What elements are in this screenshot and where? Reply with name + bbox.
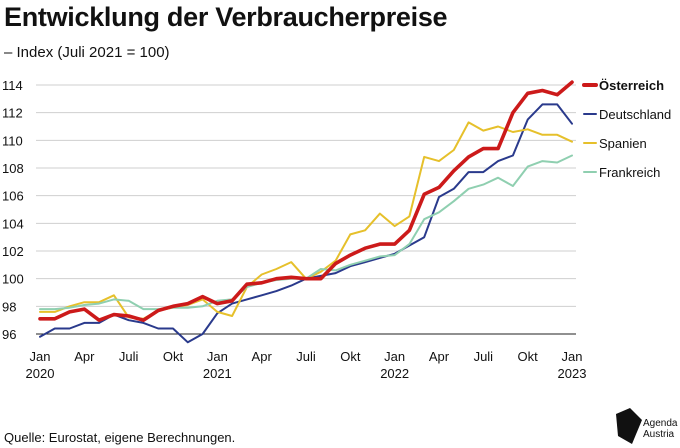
y-axis: 96 98 100 102 104 106 108 110 112 114 bbox=[2, 78, 24, 342]
x-tick-label: Apr bbox=[252, 349, 273, 364]
x-tick-label: Juli bbox=[474, 349, 494, 364]
grid-lines bbox=[36, 84, 576, 335]
x-year-label: 2020 bbox=[26, 366, 55, 381]
logo-line-2: Austria bbox=[643, 429, 675, 440]
series-line bbox=[39, 154, 573, 311]
x-tick-label: Juli bbox=[296, 349, 316, 364]
legend-label: Österreich bbox=[599, 78, 664, 93]
x-tick-label: Okt bbox=[518, 349, 539, 364]
y-tick-label: 102 bbox=[2, 244, 24, 259]
x-tick-label: Jan bbox=[384, 349, 405, 364]
x-tick-label: Juli bbox=[119, 349, 139, 364]
x-tick-label: Okt bbox=[163, 349, 184, 364]
series-line bbox=[38, 80, 574, 323]
legend-label: Spanien bbox=[599, 136, 647, 151]
chart-subtitle: – Index (Juli 2021 = 100) bbox=[4, 44, 170, 61]
x-year-label: 2021 bbox=[203, 366, 232, 381]
legend: Österreich Deutschland Spanien Frankreich bbox=[582, 78, 671, 180]
y-tick-label: 98 bbox=[2, 299, 16, 314]
logo-line-1: Agenda bbox=[643, 418, 678, 429]
x-year-label: 2022 bbox=[380, 366, 409, 381]
x-tick-label: Jan bbox=[30, 349, 51, 364]
legend-label: Frankreich bbox=[599, 165, 660, 180]
logo-text: Agenda Austria bbox=[643, 418, 677, 440]
x-tick-label: Apr bbox=[74, 349, 95, 364]
y-tick-label: 108 bbox=[2, 161, 24, 176]
y-tick-label: 114 bbox=[2, 78, 23, 93]
x-tick-label: Jan bbox=[207, 349, 228, 364]
legend-label: Deutschland bbox=[599, 107, 671, 122]
y-tick-label: 104 bbox=[2, 216, 24, 231]
y-tick-label: 106 bbox=[2, 189, 24, 204]
y-tick-label: 96 bbox=[2, 327, 16, 342]
x-tick-label: Jan bbox=[562, 349, 583, 364]
source-note: Quelle: Eurostat, eigene Berechnungen. bbox=[4, 430, 236, 445]
y-tick-label: 110 bbox=[2, 133, 23, 148]
x-tick-label: Apr bbox=[429, 349, 450, 364]
series-lines bbox=[38, 80, 574, 344]
series-line bbox=[39, 121, 573, 320]
x-tick-label: Okt bbox=[340, 349, 361, 364]
y-tick-label: 112 bbox=[2, 106, 23, 121]
x-year-label: 2023 bbox=[558, 366, 587, 381]
x-axis: Jan 2020 Apr Juli Okt Jan 2021 Apr Juli Okt Jan 202… bbox=[26, 349, 587, 381]
chart-title: Entwicklung der Verbraucherpreise bbox=[4, 2, 448, 32]
y-tick-label: 100 bbox=[2, 272, 24, 287]
agenda-austria-logo-icon bbox=[616, 408, 642, 444]
